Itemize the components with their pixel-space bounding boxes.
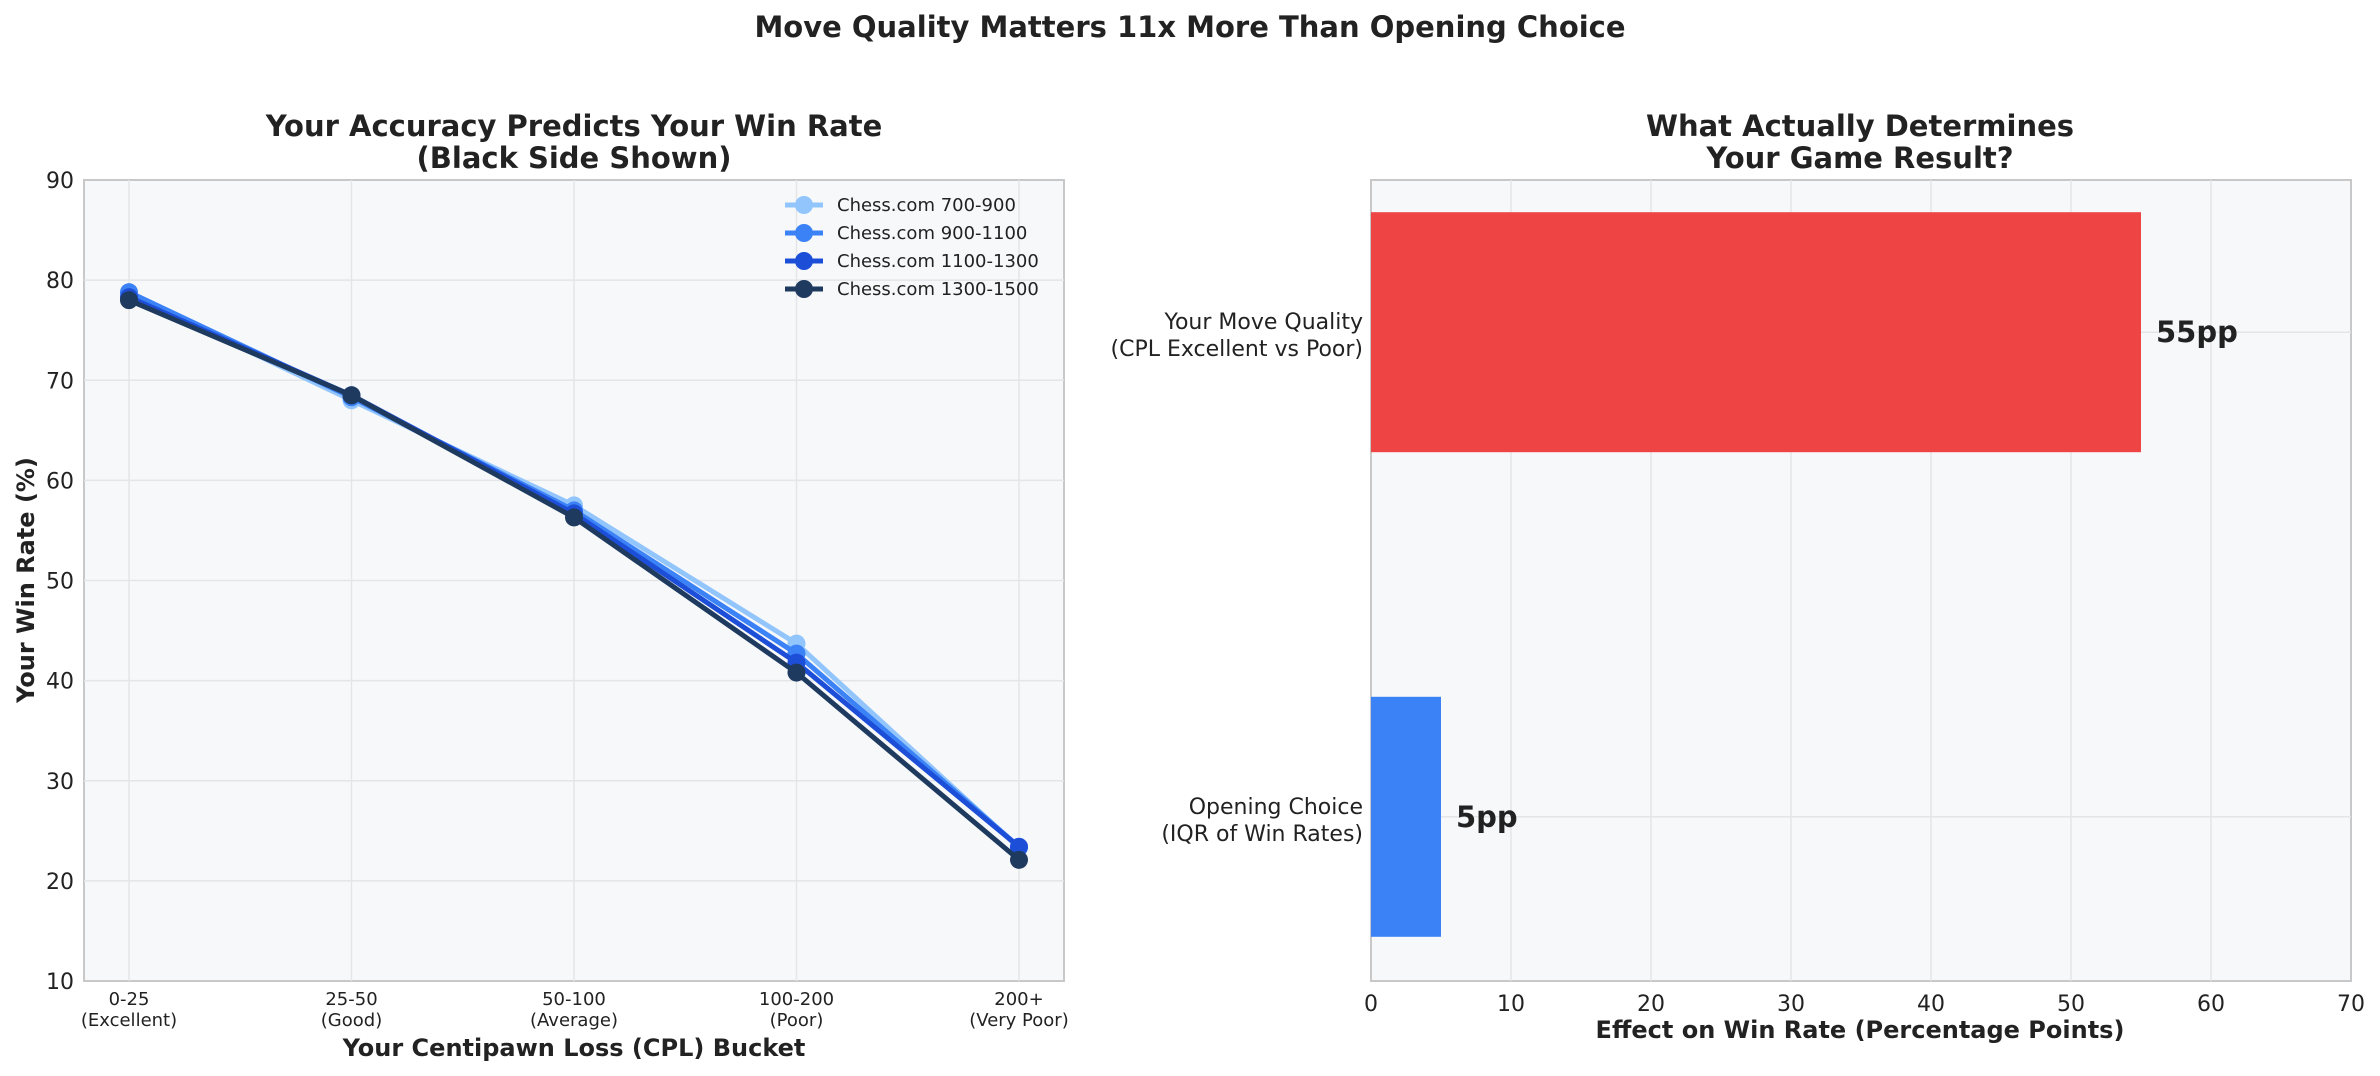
bar-chart-x-ticks: 0 10 20 30 40 50 60 70 xyxy=(1364,992,2365,1017)
x-tick-label: 200+ xyxy=(994,989,1043,1010)
y-tick-label: 20 xyxy=(46,870,74,895)
y-tick-label: 50 xyxy=(46,570,74,595)
x-tick-label: 50-100 xyxy=(542,989,606,1010)
legend-marker-1 xyxy=(795,196,813,214)
line-chart-legend: Chess.com 700-900 Chess.com 900-1100 Chess… xyxy=(785,195,1039,300)
line-chart-y-ticks: 10 20 30 40 50 60 70 80 90 xyxy=(46,169,74,995)
bar-chart-title-line-1: What Actually Determines xyxy=(1646,109,2074,143)
series-3-point xyxy=(1010,837,1028,856)
line-chart-y-axis-label: Your Win Rate (%) xyxy=(12,457,40,704)
x-tick-label: 0-25 xyxy=(109,989,150,1010)
series-4-point xyxy=(787,663,806,682)
line-chart-title-line-1: Your Accuracy Predicts Your Win Rate xyxy=(265,109,883,143)
bar-chart-title-line-2: Your Game Result? xyxy=(1705,141,2013,175)
bar-category-sublabel-1: (CPL Excellent vs Poor) xyxy=(1111,337,1363,362)
bar-chart-x-axis-label: Effect on Win Rate (Percentage Points) xyxy=(1596,1016,2125,1044)
bar-2 xyxy=(1371,696,1441,937)
line-chart-gridlines xyxy=(84,180,1064,981)
legend-marker-3 xyxy=(795,252,813,270)
x-tick-label: 30 xyxy=(1777,992,1805,1017)
x-tick-label: 20 xyxy=(1637,992,1665,1017)
y-tick-label: 30 xyxy=(46,770,74,795)
legend-marker-4 xyxy=(795,280,813,298)
x-tick-sublabel: (Good) xyxy=(321,1010,382,1031)
line-chart-panel: Your Accuracy Predicts Your Win Rate (Bl… xyxy=(12,109,1069,1062)
bar-1 xyxy=(1371,212,2141,453)
y-tick-label: 90 xyxy=(46,169,74,194)
line-chart-title-line-2: (Black Side Shown) xyxy=(417,141,732,175)
bar-category-label-2: Opening Choice xyxy=(1189,795,1363,820)
x-tick-sublabel: (Excellent) xyxy=(81,1010,177,1031)
x-tick-label: 0 xyxy=(1364,992,1378,1017)
series-4-point xyxy=(565,508,583,527)
legend-marker-2 xyxy=(795,224,813,242)
line-chart-series xyxy=(120,283,1028,869)
bar-chart-panel: What Actually Determines Your Game Resul… xyxy=(1111,109,2365,1044)
series-4-point xyxy=(120,291,138,310)
x-tick-label: 25-50 xyxy=(325,989,377,1010)
x-tick-sublabel: (Poor) xyxy=(770,1010,824,1031)
x-tick-label: 70 xyxy=(2337,992,2365,1017)
legend-entry-3: Chess.com 1100-1300 xyxy=(837,251,1039,272)
line-chart-x-axis-label: Your Centipawn Loss (CPL) Bucket xyxy=(342,1034,806,1062)
y-tick-label: 60 xyxy=(46,469,74,494)
x-tick-label: 60 xyxy=(2197,992,2225,1017)
y-tick-label: 10 xyxy=(46,970,74,995)
y-tick-label: 80 xyxy=(46,269,74,294)
x-tick-label: 10 xyxy=(1497,992,1525,1017)
x-tick-sublabel: (Average) xyxy=(530,1010,618,1031)
bar-value-label-1: 55pp xyxy=(2156,315,2238,349)
y-tick-label: 70 xyxy=(46,369,74,394)
x-tick-label: 100-200 xyxy=(759,989,834,1010)
bar-category-sublabel-2: (IQR of Win Rates) xyxy=(1161,822,1363,847)
legend-entry-4: Chess.com 1300-1500 xyxy=(837,279,1039,300)
series-4-point xyxy=(1010,850,1028,869)
legend-entry-2: Chess.com 900-1100 xyxy=(837,223,1027,244)
x-tick-label: 40 xyxy=(1917,992,1945,1017)
bar-value-label-2: 5pp xyxy=(1456,800,1518,834)
x-tick-sublabel: (Very Poor) xyxy=(969,1010,1068,1031)
series-4-point xyxy=(342,386,361,405)
y-tick-label: 40 xyxy=(46,670,74,695)
bar-category-label-1: Your Move Quality xyxy=(1163,310,1363,335)
x-tick-label: 50 xyxy=(2057,992,2085,1017)
line-chart-x-ticks: 0-25(Excellent) 25-50(Good) 50-100(Average… xyxy=(81,989,1069,1031)
figure-title: Move Quality Matters 11x More Than Openi… xyxy=(754,10,1625,44)
bar-chart-bars: 55pp Your Move Quality(CPL Excellent vs P… xyxy=(1111,212,2238,937)
legend-entry-1: Chess.com 700-900 xyxy=(837,195,1016,216)
